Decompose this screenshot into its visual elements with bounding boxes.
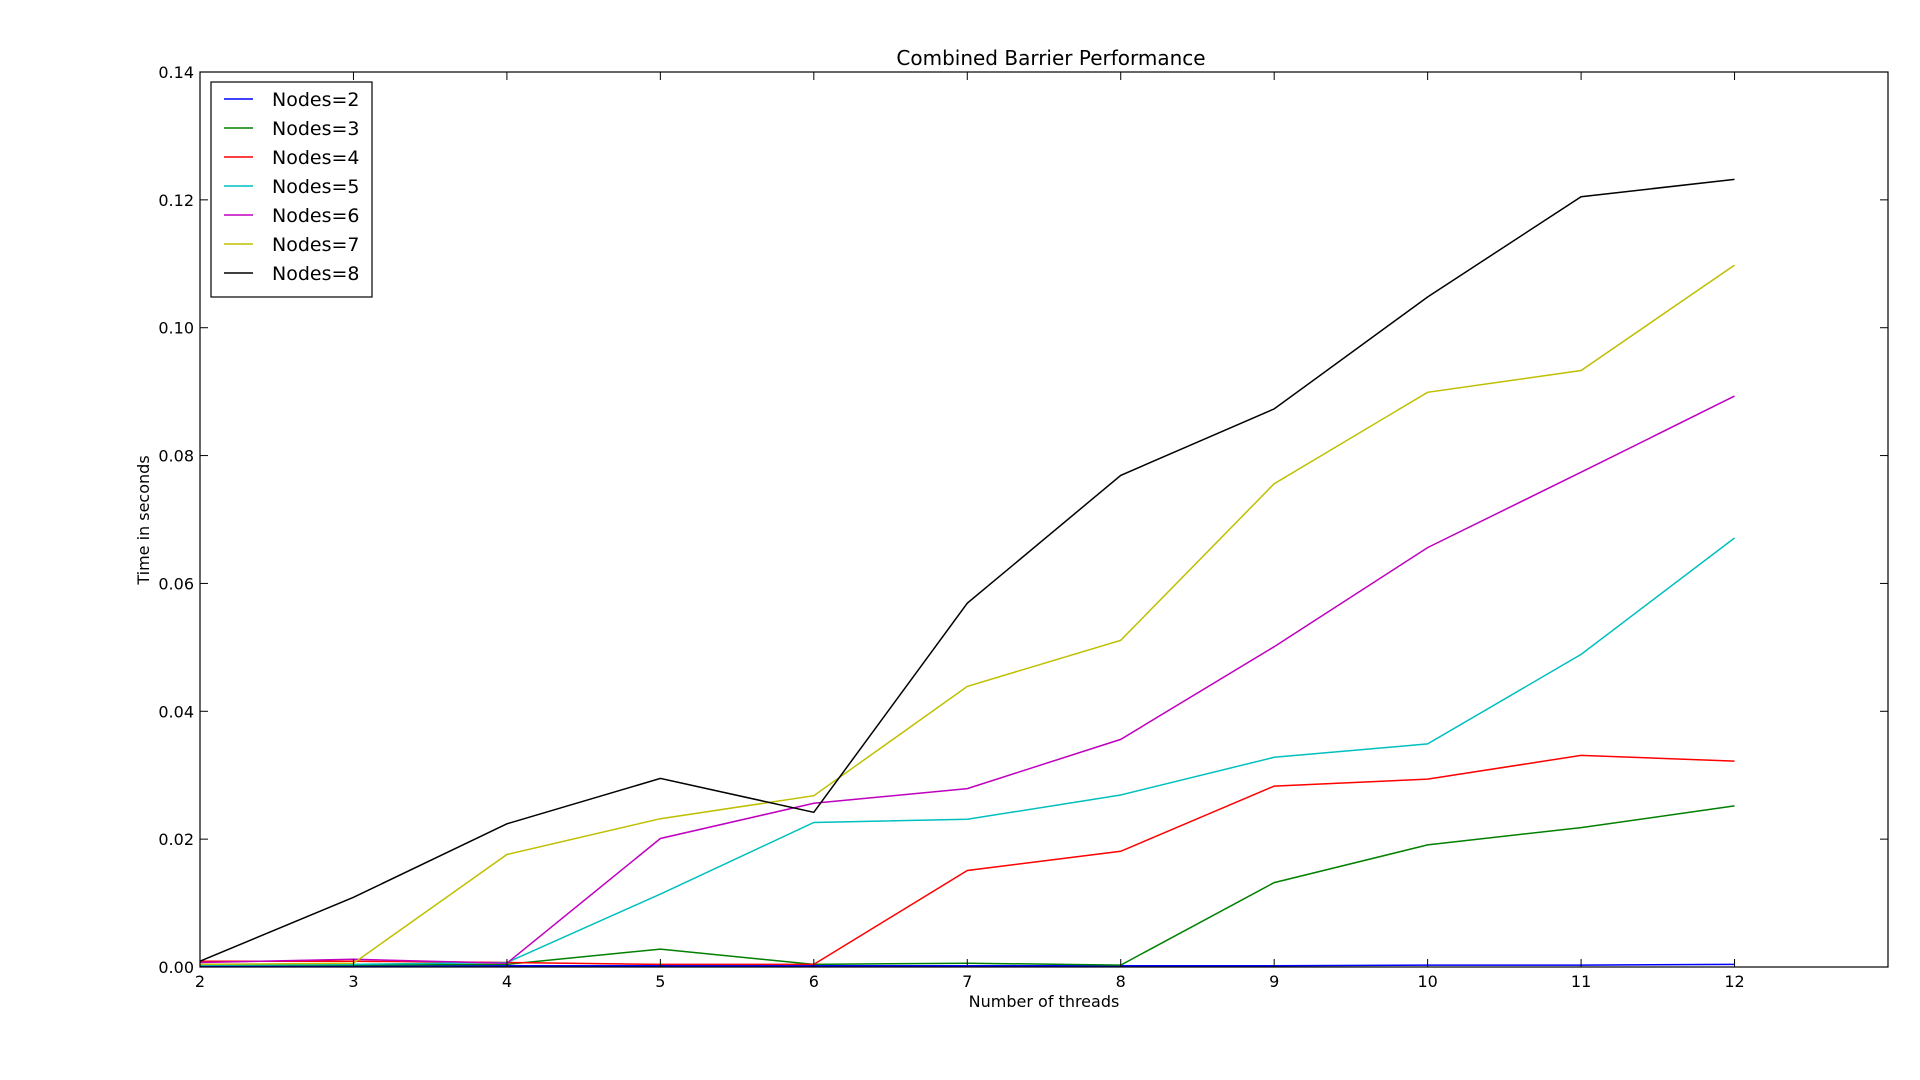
y-tick-label: 0.10: [158, 319, 194, 338]
chart-title: Combined Barrier Performance: [896, 46, 1205, 70]
legend-label: Nodes=3: [272, 118, 360, 140]
x-tick-label: 5: [655, 972, 665, 991]
legend-label: Nodes=2: [272, 89, 360, 111]
series-line: [199, 395, 1735, 964]
legend-label: Nodes=8: [272, 263, 360, 285]
x-tick-label: 11: [1571, 972, 1591, 991]
legend-label: Nodes=5: [272, 176, 360, 198]
y-tick-label: 0.08: [158, 447, 194, 466]
x-tick-label: 2: [195, 972, 205, 991]
y-tick-label: 0.06: [158, 574, 194, 593]
y-tick-label: 0.02: [158, 830, 194, 849]
y-tick-label: 0.00: [158, 958, 194, 977]
legend-frame: [210, 81, 373, 298]
legend-label: Nodes=4: [272, 147, 360, 169]
x-tick-label: 8: [1116, 972, 1126, 991]
y-tick-label: 0.14: [158, 63, 194, 82]
series-line: [200, 805, 1735, 966]
x-tick-label: 10: [1417, 972, 1437, 991]
legend-label: Nodes=7: [272, 234, 360, 256]
series-line: [199, 264, 1735, 966]
y-tick-label: 0.12: [158, 191, 194, 210]
series-line: [199, 537, 1735, 966]
y-axis-label: Time in seconds: [134, 455, 153, 585]
legend: Nodes=2 Nodes=3 Nodes=4 Nodes=5 Nodes=6 Nodes…: [210, 81, 373, 298]
x-tick-label: 6: [809, 972, 819, 991]
x-tick-label: 3: [348, 972, 358, 991]
y-tick-label: 0.04: [158, 702, 194, 721]
axis-ticks: 2 3 4 5 6 7 8 9 10 11 12 0.00 0.02 0.04 0.06 0.08 0.10 0.…: [158, 63, 1888, 991]
x-axis-label: Number of threads: [969, 992, 1120, 1011]
x-tick-label: 7: [962, 972, 972, 991]
x-tick-label: 12: [1724, 972, 1744, 991]
x-tick-label: 9: [1269, 972, 1279, 991]
x-tick-label: 4: [502, 972, 512, 991]
legend-label: Nodes=6: [272, 205, 360, 227]
plot-area-frame: [199, 71, 1889, 968]
series-line: [199, 178, 1735, 962]
series-lines: [199, 178, 1735, 967]
